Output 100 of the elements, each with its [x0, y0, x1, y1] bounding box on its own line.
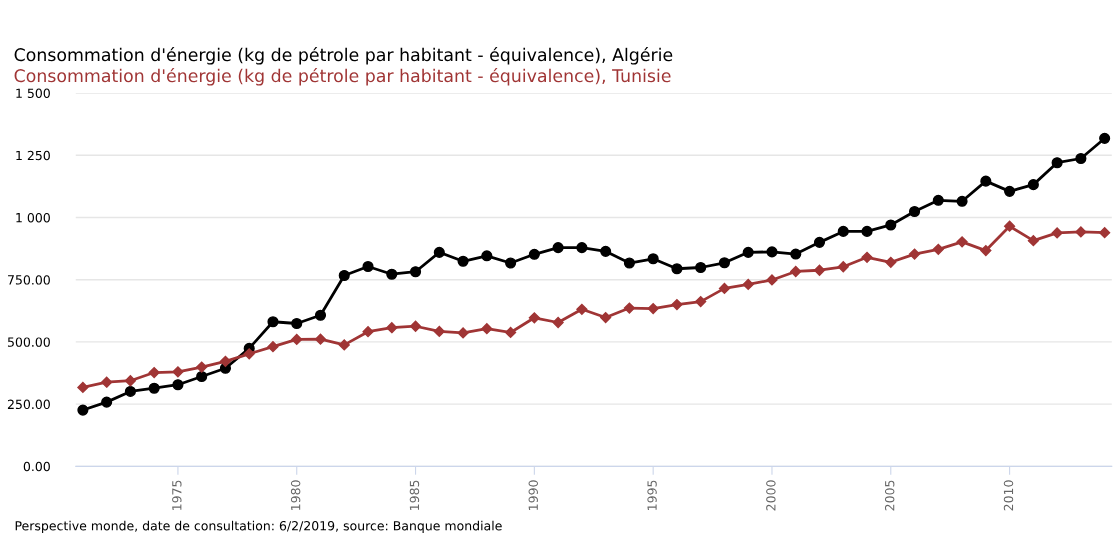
point [528, 248, 540, 260]
point [148, 382, 160, 394]
x-tick-label: 1990 [528, 480, 538, 510]
point [504, 326, 517, 339]
point [671, 298, 683, 311]
x-tick-label: 2010 [1003, 480, 1014, 511]
point [956, 195, 968, 207]
point [481, 250, 493, 262]
point [314, 309, 327, 321]
point [576, 303, 588, 315]
point [362, 326, 374, 338]
point [861, 225, 873, 237]
point [1027, 235, 1039, 247]
x-tick-label: 2005 [884, 480, 895, 511]
point [1075, 226, 1087, 238]
y-tick-label: 1 250 [16, 150, 50, 161]
point [742, 246, 754, 258]
point [77, 404, 89, 416]
point [124, 385, 136, 397]
point [457, 255, 469, 267]
point [1099, 132, 1111, 144]
point [481, 323, 493, 335]
point [790, 248, 802, 260]
point [386, 322, 398, 334]
point [338, 339, 350, 351]
point [172, 379, 184, 391]
point [956, 236, 968, 248]
point [172, 366, 184, 378]
point [623, 257, 635, 269]
point [243, 348, 255, 360]
point [1003, 220, 1016, 232]
point [386, 268, 398, 280]
point [338, 269, 350, 282]
point [409, 320, 422, 332]
point [362, 260, 374, 273]
point [148, 366, 160, 379]
point [196, 361, 208, 373]
point [718, 282, 731, 295]
point [718, 257, 731, 269]
point [101, 396, 113, 408]
y-tick-label: 0.00 [23, 461, 50, 472]
x-tick-label: 1995 [647, 480, 657, 510]
point [552, 316, 564, 329]
point [932, 243, 944, 255]
point [695, 261, 707, 274]
point [1075, 152, 1087, 165]
point [552, 242, 564, 254]
point [1099, 227, 1111, 239]
text: Consommation d'énergie (kg de pétrole par habitant - équivalence), Algérie [14, 47, 673, 65]
point [813, 236, 826, 248]
point [861, 251, 873, 263]
point [196, 370, 208, 383]
x-tick-label: 1980 [290, 480, 301, 510]
point [528, 312, 540, 324]
point [980, 175, 992, 187]
text: Perspective monde, date de consultation: 6/2/2019, source: Banque mondiale [15, 520, 502, 533]
point [600, 245, 612, 257]
point [433, 246, 445, 258]
point [742, 278, 754, 291]
point [600, 311, 612, 324]
point [837, 261, 849, 273]
y-tick-label: 500.00 [7, 337, 50, 347]
point [291, 317, 303, 330]
point [766, 246, 778, 258]
x-tick-label: 1975 [172, 480, 182, 510]
point [433, 325, 445, 338]
point [219, 355, 232, 367]
point [908, 205, 921, 218]
point [291, 333, 303, 346]
y-tick-label: 1 000 [16, 212, 50, 223]
y-tick-label: 1 500 [16, 88, 50, 98]
point [885, 219, 897, 231]
point [980, 244, 992, 257]
point [457, 327, 469, 339]
point [790, 265, 802, 278]
point [695, 295, 707, 308]
x-tick-label: 1985 [409, 480, 420, 510]
point [647, 253, 659, 265]
y-tick-label: 750.00 [8, 275, 50, 285]
point [1004, 185, 1016, 197]
point [314, 333, 327, 345]
text: Consommation d'énergie (kg de pétrole par habitant - équivalence), Tunisie [14, 68, 671, 86]
point [77, 381, 89, 394]
point [1027, 179, 1039, 191]
point [932, 194, 944, 206]
point [837, 225, 849, 237]
point [1051, 227, 1063, 239]
point [124, 375, 137, 387]
point [1051, 157, 1063, 169]
point [101, 376, 113, 388]
point [647, 302, 659, 315]
point [908, 248, 921, 260]
point [409, 266, 422, 278]
point [885, 256, 897, 268]
point [671, 263, 683, 275]
point [267, 316, 279, 328]
y-tick-label: 250.00 [7, 399, 50, 410]
point [267, 341, 279, 353]
point [505, 257, 517, 269]
x-tick-label: 2000 [766, 480, 776, 511]
